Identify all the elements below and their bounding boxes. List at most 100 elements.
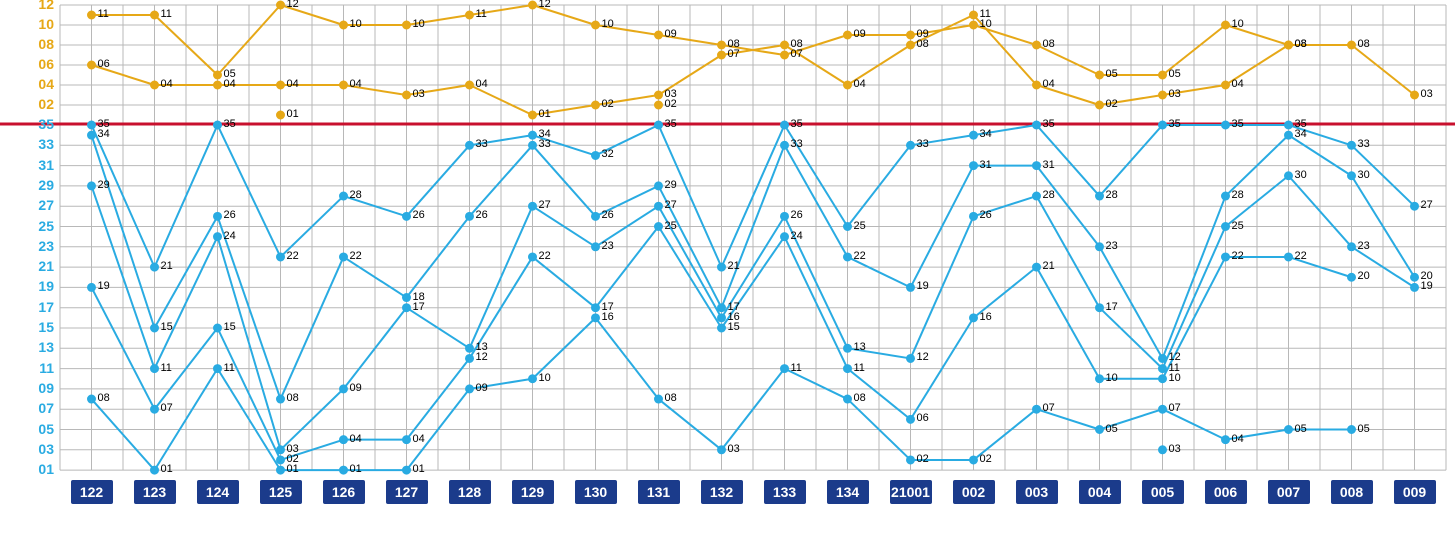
ptlabel: 33 <box>791 138 803 150</box>
ptlabel: 05 <box>1106 68 1118 80</box>
ptlabel: 11 <box>224 362 235 374</box>
ylabel: 21 <box>0 258 54 274</box>
x-axis-label: 134 <box>827 480 869 504</box>
ylabel: 33 <box>0 136 54 152</box>
x-axis-label: 129 <box>512 480 554 504</box>
ptlabel: 15 <box>224 321 236 333</box>
ptlabel: 02 <box>602 98 614 110</box>
ptlabel: 21 <box>1043 260 1055 272</box>
ptlabel: 13 <box>854 341 866 353</box>
ptlabel: 26 <box>476 209 488 221</box>
x-axis-label: 131 <box>638 480 680 504</box>
ptlabel: 11 <box>161 362 172 374</box>
ptlabel: 03 <box>1421 88 1433 100</box>
ptlabel: 19 <box>98 280 110 292</box>
ptlabel: 08 <box>98 392 110 404</box>
ptlabel: 24 <box>224 230 236 242</box>
ptlabel: 10 <box>1106 372 1118 384</box>
ptlabel: 33 <box>539 138 551 150</box>
ptlabel: 06 <box>917 412 929 424</box>
x-axis-label: 133 <box>764 480 806 504</box>
ylabel: 17 <box>0 299 54 315</box>
ptlabel: 35 <box>1043 118 1055 130</box>
ptlabel: 35 <box>1169 118 1181 130</box>
ptlabel: 19 <box>1421 280 1433 292</box>
ptlabel: 15 <box>161 321 173 333</box>
ylabel: 09 <box>0 380 54 396</box>
ptlabel: 23 <box>1106 240 1118 252</box>
ptlabel: 28 <box>1106 189 1118 201</box>
ptlabel: 02 <box>980 453 992 465</box>
ptlabel: 11 <box>980 8 991 20</box>
ptlabel: 32 <box>602 148 614 160</box>
ptlabel: 08 <box>287 392 299 404</box>
ptlabel: 21 <box>161 260 173 272</box>
ptlabel: 11 <box>161 8 172 20</box>
ptlabel: 03 <box>1169 443 1181 455</box>
ptlabel: 05 <box>1106 423 1118 435</box>
ptlabel: 28 <box>1232 189 1244 201</box>
ptlabel: 19 <box>917 280 929 292</box>
ptlabel: 35 <box>1232 118 1244 130</box>
ptlabel: 22 <box>350 250 362 262</box>
ylabel: 19 <box>0 278 54 294</box>
ptlabel: 26 <box>224 209 236 221</box>
ylabel: 23 <box>0 238 54 254</box>
ylabel: 05 <box>0 421 54 437</box>
ptlabel: 08 <box>854 392 866 404</box>
ptlabel: 25 <box>665 220 677 232</box>
x-axis-label: 005 <box>1142 480 1184 504</box>
ptlabel: 29 <box>98 179 110 191</box>
ptlabel: 04 <box>1043 78 1055 90</box>
x-axis-label: 124 <box>197 480 239 504</box>
ptlabel: 10 <box>1169 372 1181 384</box>
ptlabel: 35 <box>224 118 236 130</box>
ptlabel: 20 <box>1358 270 1370 282</box>
ptlabel: 22 <box>1232 250 1244 262</box>
ptlabel: 01 <box>350 463 362 475</box>
x-axis-label: 125 <box>260 480 302 504</box>
ylabel: 25 <box>0 218 54 234</box>
ptlabel: 09 <box>665 28 677 40</box>
x-axis-label: 122 <box>71 480 113 504</box>
ylabel: 12 <box>0 0 54 12</box>
ptlabel: 28 <box>1043 189 1055 201</box>
ptlabel: 22 <box>854 250 866 262</box>
ptlabel: 01 <box>539 108 551 120</box>
x-axis-label: 003 <box>1016 480 1058 504</box>
ptlabel: 24 <box>791 230 803 242</box>
ptlabel: 01 <box>287 463 299 475</box>
ptlabel: 04 <box>854 78 866 90</box>
ptlabel: 11 <box>791 362 802 374</box>
x-axis-label: 009 <box>1394 480 1436 504</box>
ylabel: 03 <box>0 441 54 457</box>
ptlabel: 35 <box>791 118 803 130</box>
ptlabel: 25 <box>854 220 866 232</box>
ptlabel: 03 <box>1169 88 1181 100</box>
x-axis-label: 126 <box>323 480 365 504</box>
ylabel: 11 <box>0 360 54 376</box>
ptlabel: 15 <box>728 321 740 333</box>
ptlabel: 01 <box>161 463 173 475</box>
x-axis-label: 132 <box>701 480 743 504</box>
ptlabel: 04 <box>287 78 299 90</box>
ylabel: 29 <box>0 177 54 193</box>
ptlabel: 34 <box>98 128 110 140</box>
ptlabel: 10 <box>413 18 425 30</box>
ylabel: 31 <box>0 157 54 173</box>
x-axis-label: 127 <box>386 480 428 504</box>
x-axis-label: 123 <box>134 480 176 504</box>
ptlabel: 09 <box>476 382 488 394</box>
ylabel: 13 <box>0 339 54 355</box>
ptlabel: 05 <box>1358 423 1370 435</box>
ptlabel: 05 <box>1295 423 1307 435</box>
ptlabel: 33 <box>476 138 488 150</box>
ptlabel: 27 <box>539 199 551 211</box>
ptlabel: 04 <box>161 78 173 90</box>
ptlabel: 04 <box>1232 78 1244 90</box>
ptlabel: 04 <box>476 78 488 90</box>
x-axis-label: 008 <box>1331 480 1373 504</box>
ptlabel: 17 <box>1106 301 1118 313</box>
ptlabel: 10 <box>1232 18 1244 30</box>
ptlabel: 07 <box>161 402 173 414</box>
